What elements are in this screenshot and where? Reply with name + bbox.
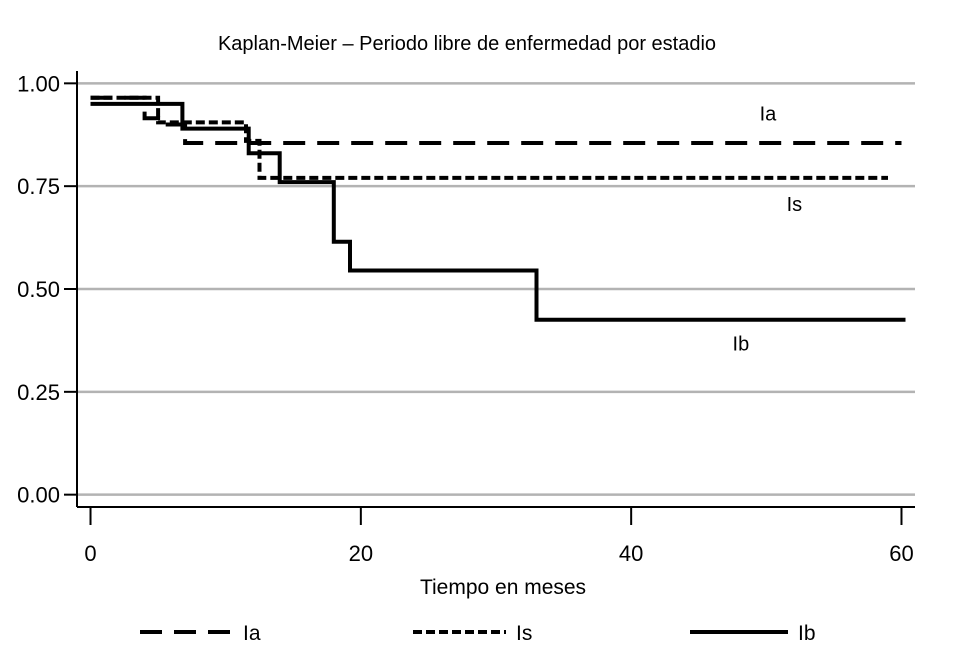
y-tick-label: 0.50	[17, 277, 60, 302]
series-line-is	[90, 95, 888, 180]
y-tick-label: 0.25	[17, 380, 60, 405]
x-tick-label: 20	[349, 541, 373, 566]
y-tick-label: 1.00	[17, 71, 60, 96]
x-tick-label: 0	[84, 541, 96, 566]
y-tick-label: 0.00	[17, 483, 60, 508]
x-tick-label: 60	[889, 541, 913, 566]
x-tick-label: 40	[619, 541, 643, 566]
legend-label-ib: Ib	[798, 622, 816, 645]
series-line-ia	[90, 95, 902, 145]
series-label-ib: Ib	[733, 334, 750, 356]
axes: 0.00 0.25 0.50 0.75 1.00 0 20 40 60	[17, 71, 915, 566]
legend: Ia Is Ib	[140, 622, 816, 645]
legend-label-is: Is	[516, 622, 532, 645]
series-labels: Ia Is Ib	[733, 103, 803, 355]
series-label-is: Is	[787, 194, 803, 216]
series-label-ia: Ia	[760, 103, 778, 125]
x-axis-label: Tiempo en meses	[420, 576, 586, 599]
legend-label-ia: Ia	[243, 622, 261, 645]
chart-title: Kaplan-Meier – Periodo libre de enfermed…	[218, 33, 716, 55]
series-line-ib	[90, 101, 906, 322]
series-group	[90, 95, 906, 322]
y-tick-label: 0.75	[17, 174, 60, 199]
grid-lines	[77, 82, 915, 496]
